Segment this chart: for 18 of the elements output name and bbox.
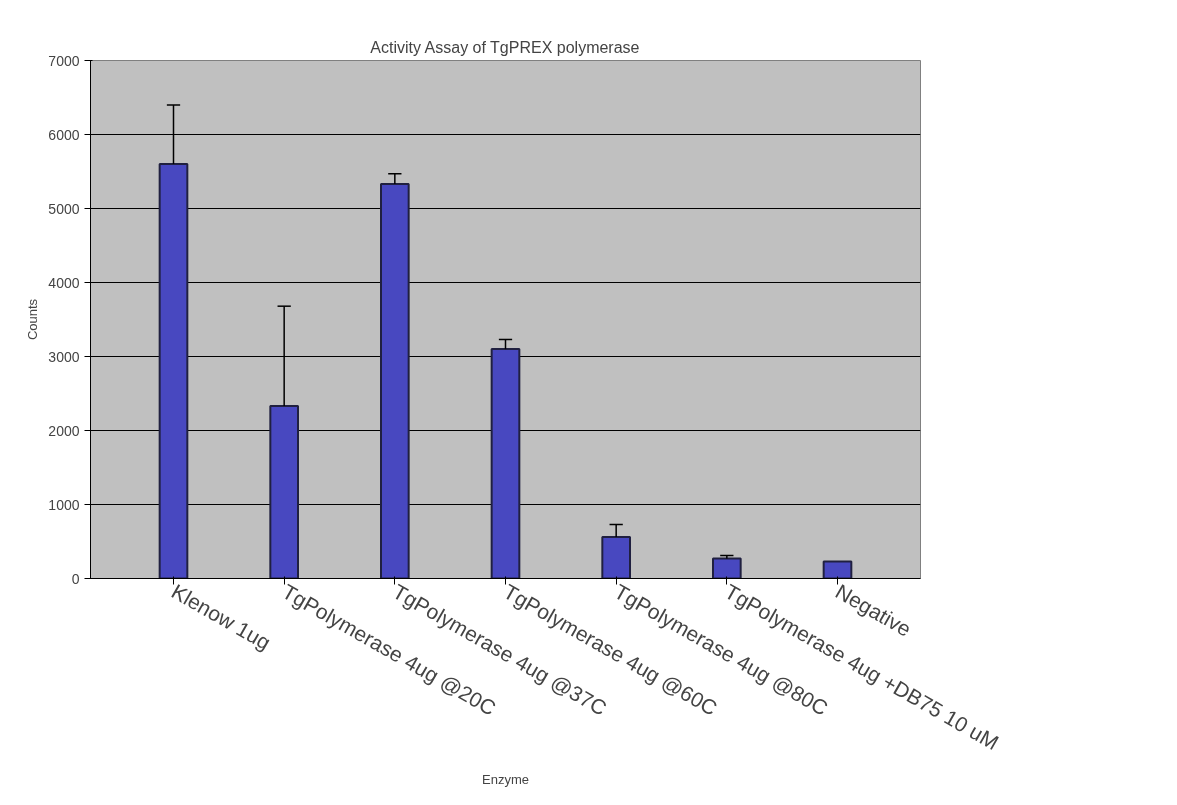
bar bbox=[712, 557, 742, 579]
bar bbox=[822, 560, 853, 579]
y-tick-label: 4000 bbox=[48, 274, 80, 291]
bar bbox=[380, 183, 410, 579]
x-axis-title: Enzyme bbox=[482, 772, 529, 788]
y-tick-label: 7000 bbox=[48, 52, 80, 69]
bar bbox=[601, 536, 631, 579]
bar bbox=[269, 405, 299, 579]
y-tick-label: 5000 bbox=[48, 200, 80, 217]
chart-title: Activity Assay of TgPREX polymerase bbox=[370, 38, 640, 56]
bar bbox=[490, 348, 521, 579]
y-tick-label: 0 bbox=[71, 570, 80, 587]
bar bbox=[158, 163, 189, 579]
y-tick-label: 2000 bbox=[48, 422, 80, 439]
y-tick-label: 6000 bbox=[48, 126, 80, 143]
y-tick-label: 3000 bbox=[48, 348, 80, 365]
y-tick-label: 1000 bbox=[48, 496, 80, 513]
y-axis-title: Counts bbox=[25, 298, 41, 341]
